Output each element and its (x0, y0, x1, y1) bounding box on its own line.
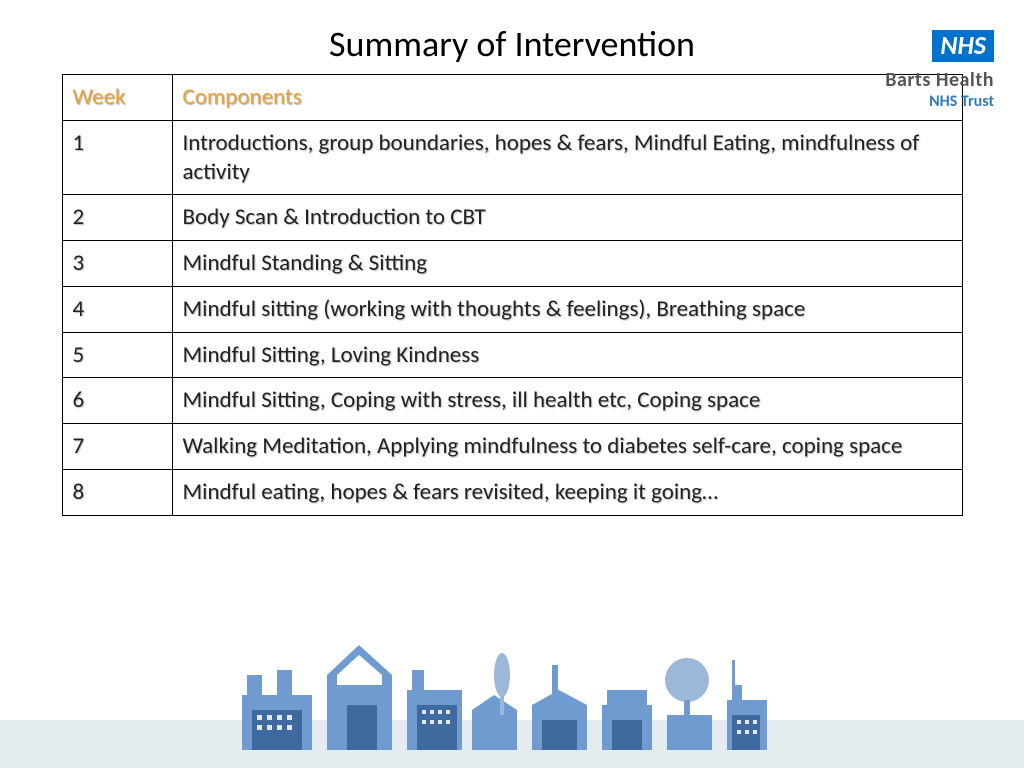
table-row: 1Introductions, group boundaries, hopes … (62, 120, 962, 195)
cell-components: Body Scan & Introduction to CBT (172, 195, 962, 241)
cell-components: Mindful eating, hopes & fears revisited,… (172, 469, 962, 515)
cell-week: 1 (62, 120, 172, 195)
nhs-logo: NHS (932, 30, 994, 62)
table-row: 2Body Scan & Introduction to CBT (62, 195, 962, 241)
cell-components: Introductions, group boundaries, hopes &… (172, 120, 962, 195)
cell-components: Mindful sitting (working with thoughts &… (172, 286, 962, 332)
trust-name: NHS Trust (885, 92, 994, 111)
cell-components: Mindful Sitting, Loving Kindness (172, 332, 962, 378)
org-name: Barts Health (885, 68, 994, 92)
logo-block: NHS Barts Health NHS Trust (885, 30, 994, 111)
table-row: 4Mindful sitting (working with thoughts … (62, 286, 962, 332)
table-row: 5Mindful Sitting, Loving Kindness (62, 332, 962, 378)
cell-components: Walking Meditation, Applying mindfulness… (172, 424, 962, 470)
cell-week: 7 (62, 424, 172, 470)
cell-week: 5 (62, 332, 172, 378)
cell-week: 2 (62, 195, 172, 241)
cell-components: Mindful Sitting, Coping with stress, ill… (172, 378, 962, 424)
table-row: 7Walking Meditation, Applying mindfulnes… (62, 424, 962, 470)
header-week: Week (62, 75, 172, 121)
intervention-table: Week Components 1Introductions, group bo… (62, 74, 963, 516)
skyline-graphic (0, 635, 1024, 760)
cell-week: 3 (62, 241, 172, 287)
cell-week: 8 (62, 469, 172, 515)
header-components: Components (172, 75, 962, 121)
page-title: Summary of Intervention (0, 0, 1024, 74)
cell-week: 4 (62, 286, 172, 332)
table-row: 3Mindful Standing & Sitting (62, 241, 962, 287)
cell-components: Mindful Standing & Sitting (172, 241, 962, 287)
table-row: 8Mindful eating, hopes & fears revisited… (62, 469, 962, 515)
cell-week: 6 (62, 378, 172, 424)
table-row: 6Mindful Sitting, Coping with stress, il… (62, 378, 962, 424)
